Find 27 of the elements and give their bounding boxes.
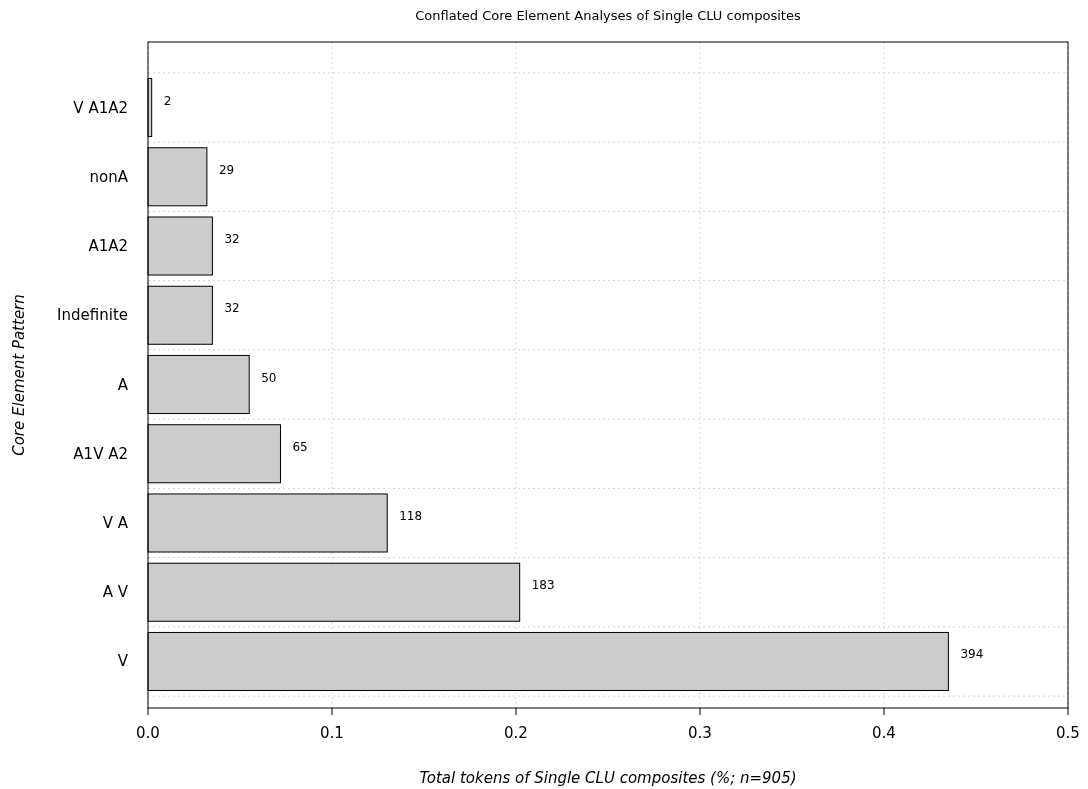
annotation: 65: [292, 439, 308, 454]
x-axis-title: Total tokens of Single CLU composites (%; n=905): [419, 769, 797, 787]
x-tick-label: 0.2: [504, 724, 528, 742]
x-tick-label: 0.1: [320, 724, 344, 742]
y-tick-label: A: [117, 375, 129, 394]
y-tick-label: V A: [102, 513, 129, 532]
x-tick-label: 0.3: [688, 724, 712, 742]
annotation: 183: [531, 578, 555, 593]
y-tick-label: V: [117, 652, 129, 671]
y-tick-label: Indefinite: [57, 306, 128, 325]
y-tick-label: V A1A2: [73, 98, 128, 117]
annotation: 50: [261, 370, 277, 385]
chart-title: Conflated Core Element Analyses of Single CLU composites: [415, 8, 801, 23]
x-tick-label: 0.0: [136, 724, 160, 742]
annotation: 29: [218, 162, 235, 177]
y-tick-label: A V: [102, 583, 129, 602]
annotation: 394: [960, 647, 984, 662]
x-tick-label: 0.4: [872, 724, 896, 742]
y-tick-label: A1A2: [88, 237, 128, 256]
annotation: 32: [224, 301, 240, 316]
y-tick-label: nonA: [89, 167, 129, 186]
annotation: 32: [224, 232, 240, 247]
annotation: 118: [399, 508, 423, 523]
x-tick-label: 0.5: [1056, 724, 1080, 742]
y-axis-title: Core Element Pattern: [10, 294, 28, 456]
annotation: 2: [163, 93, 172, 108]
y-tick-label: A1V A2: [73, 444, 128, 463]
